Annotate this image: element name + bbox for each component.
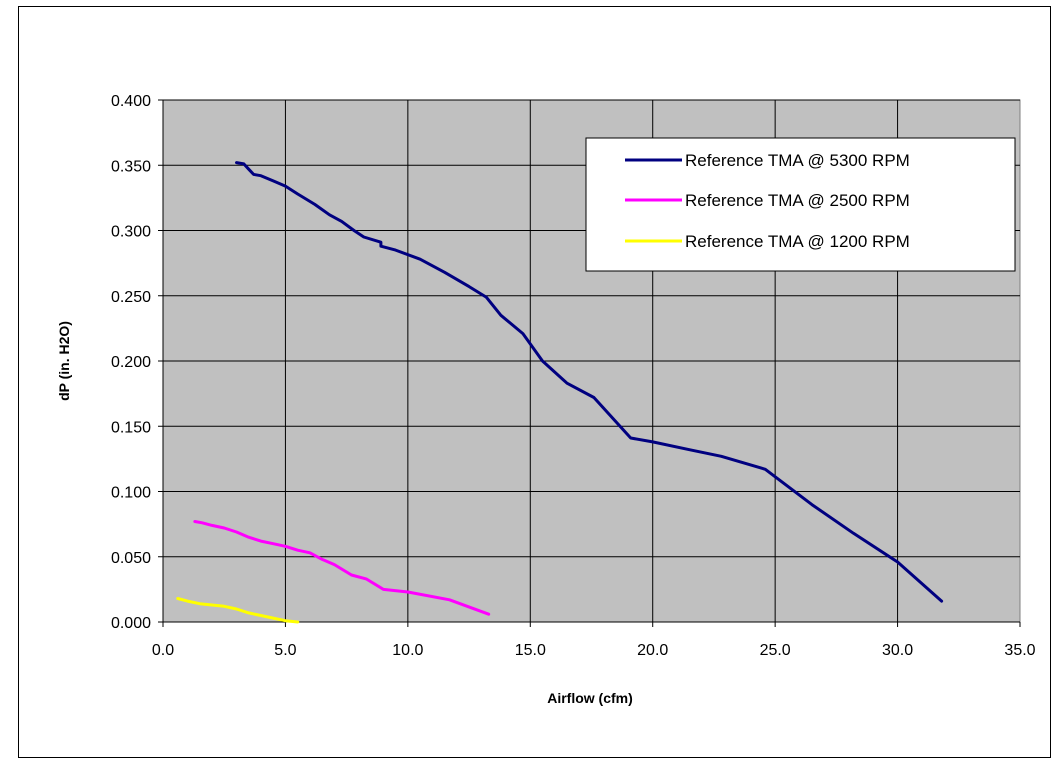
- axes: [158, 99, 1021, 627]
- legend: Reference TMA @ 5300 RPM Reference TMA @ …: [585, 137, 1016, 272]
- y-tick-label: 0.250: [111, 289, 151, 306]
- y-tick-label: 0.000: [111, 615, 151, 632]
- x-tick-label: 10.0: [392, 642, 423, 659]
- y-tick-label: 0.300: [111, 224, 151, 241]
- x-tick-label: 25.0: [760, 642, 791, 659]
- y-tick-label: 0.100: [111, 485, 151, 502]
- series-line-1: [235, 161, 944, 603]
- x-tick-label: 30.0: [882, 642, 913, 659]
- y-axis-title: dP (in. H2O): [56, 321, 72, 401]
- y-tick-labels: 0.000 0.050 0.100 0.150 0.200 0.250 0.300 0.350…: [111, 93, 151, 632]
- x-tick-label: 20.0: [637, 642, 668, 659]
- series-lines: [176, 161, 944, 624]
- legend-label: Reference TMA @ 5300 RPM: [685, 151, 910, 170]
- x-tick-label: 35.0: [1004, 642, 1035, 659]
- legend-label: Reference TMA @ 2500 RPM: [685, 191, 910, 210]
- series-line-2: [193, 520, 491, 616]
- series-line-3: [176, 597, 300, 624]
- x-tick-labels: 0.0 5.0 10.0 15.0 20.0 25.0 30.0 35.0: [152, 642, 1036, 659]
- y-tick-label: 0.200: [111, 354, 151, 371]
- y-tick-label: 0.050: [111, 550, 151, 567]
- x-tick-label: 15.0: [515, 642, 546, 659]
- x-tick-label: 0.0: [152, 642, 174, 659]
- x-tick-label: 5.0: [274, 642, 296, 659]
- y-tick-label: 0.350: [111, 158, 151, 175]
- y-tick-label: 0.400: [111, 93, 151, 110]
- x-axis-title: Airflow (cfm): [547, 690, 633, 706]
- y-tick-label: 0.150: [111, 419, 151, 436]
- legend-label: Reference TMA @ 1200 RPM: [685, 232, 910, 251]
